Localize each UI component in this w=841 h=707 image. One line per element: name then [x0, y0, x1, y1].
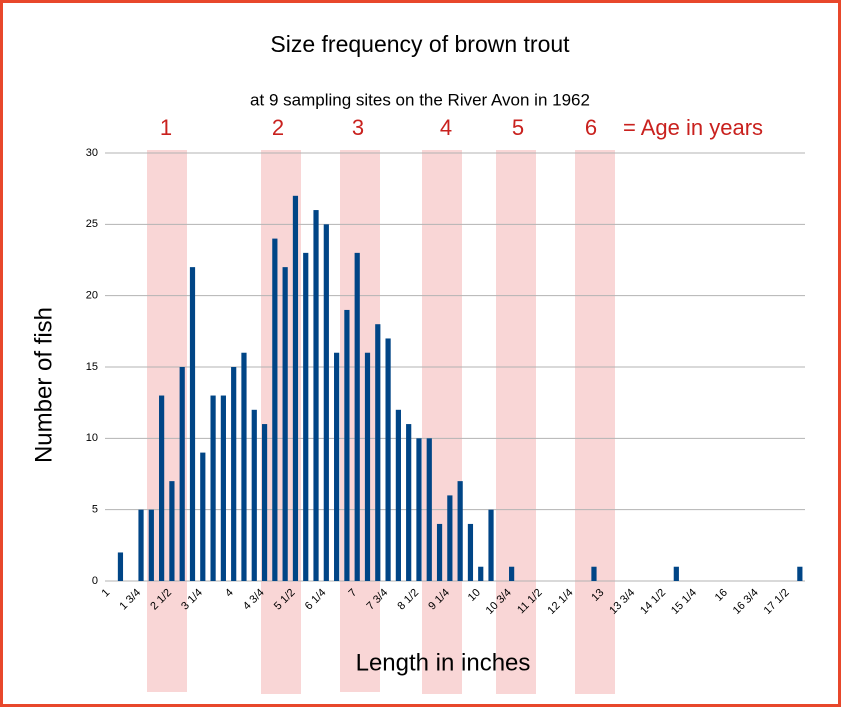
y-tick-label: 0	[92, 575, 98, 587]
bar	[385, 338, 391, 581]
bar	[200, 452, 206, 581]
x-tick-label: 6 1/4	[303, 587, 329, 613]
bar	[334, 352, 340, 581]
bar	[282, 267, 288, 581]
bar	[364, 352, 371, 581]
bar	[447, 495, 453, 581]
y-tick-label: 5	[92, 504, 98, 516]
bar	[406, 424, 412, 581]
y-tick-label: 15	[86, 361, 98, 373]
y-tick-label: 20	[86, 290, 98, 302]
x-tick-label: 1 3/4	[117, 587, 143, 613]
y-tick-label: 25	[86, 218, 98, 230]
bar	[117, 552, 124, 581]
bar	[272, 238, 278, 581]
bar	[354, 252, 360, 581]
bar	[231, 367, 237, 581]
bar	[313, 210, 319, 582]
age-legend: = Age in years	[623, 115, 763, 140]
age-bands	[147, 150, 615, 694]
bar	[673, 566, 679, 581]
bar	[591, 566, 597, 581]
age-label: 5	[512, 115, 524, 140]
bar	[189, 267, 196, 581]
x-axis-label: Length in inches	[356, 649, 531, 676]
chart-subtitle: at 9 sampling sites on the River Avon in…	[250, 90, 590, 109]
x-tick-label: 15 1/4	[669, 587, 699, 617]
chart-title: Size frequency of brown trout	[270, 31, 570, 57]
x-tick-label: 4	[223, 587, 236, 600]
bar	[436, 523, 443, 581]
age-band	[496, 150, 536, 694]
x-tick-label: 14 1/2	[638, 587, 668, 617]
y-axis-label: Number of fish	[30, 307, 57, 463]
bar	[179, 367, 185, 581]
bar	[797, 566, 803, 581]
bar	[220, 395, 226, 581]
bar	[467, 523, 474, 581]
bar	[344, 309, 350, 581]
bar	[323, 224, 329, 582]
bar	[292, 195, 299, 582]
bar	[457, 481, 463, 581]
age-label: 1	[160, 115, 172, 140]
y-tick-label: 10	[86, 432, 98, 444]
x-tick-label: 1	[100, 587, 113, 600]
y-tick-label: 30	[86, 147, 98, 159]
bar	[478, 566, 484, 581]
bar	[395, 409, 401, 581]
bar	[488, 509, 494, 581]
bar	[251, 409, 257, 581]
bar	[159, 395, 165, 581]
age-band	[575, 150, 615, 694]
x-tick-label: 16	[713, 587, 730, 604]
age-label: 3	[352, 115, 364, 140]
bar	[261, 424, 268, 581]
bar	[303, 252, 309, 581]
age-band	[422, 150, 462, 694]
x-tick-label: 16 3/4	[731, 587, 761, 617]
bar	[416, 438, 422, 581]
x-tick-label: 10	[466, 587, 483, 604]
x-tick-label: 17 1/2	[762, 587, 792, 617]
bar	[138, 509, 144, 581]
age-label: 6	[585, 115, 597, 140]
age-label: 4	[440, 115, 452, 140]
bar	[148, 509, 154, 581]
bar	[169, 481, 175, 581]
x-tick-label: 8 1/2	[395, 587, 421, 613]
x-tick-label: 12 1/4	[545, 587, 575, 617]
bar	[426, 438, 432, 581]
age-label: 2	[272, 115, 284, 140]
bar	[509, 566, 515, 581]
bar	[241, 352, 247, 581]
bar	[210, 395, 216, 581]
bar	[375, 324, 381, 581]
